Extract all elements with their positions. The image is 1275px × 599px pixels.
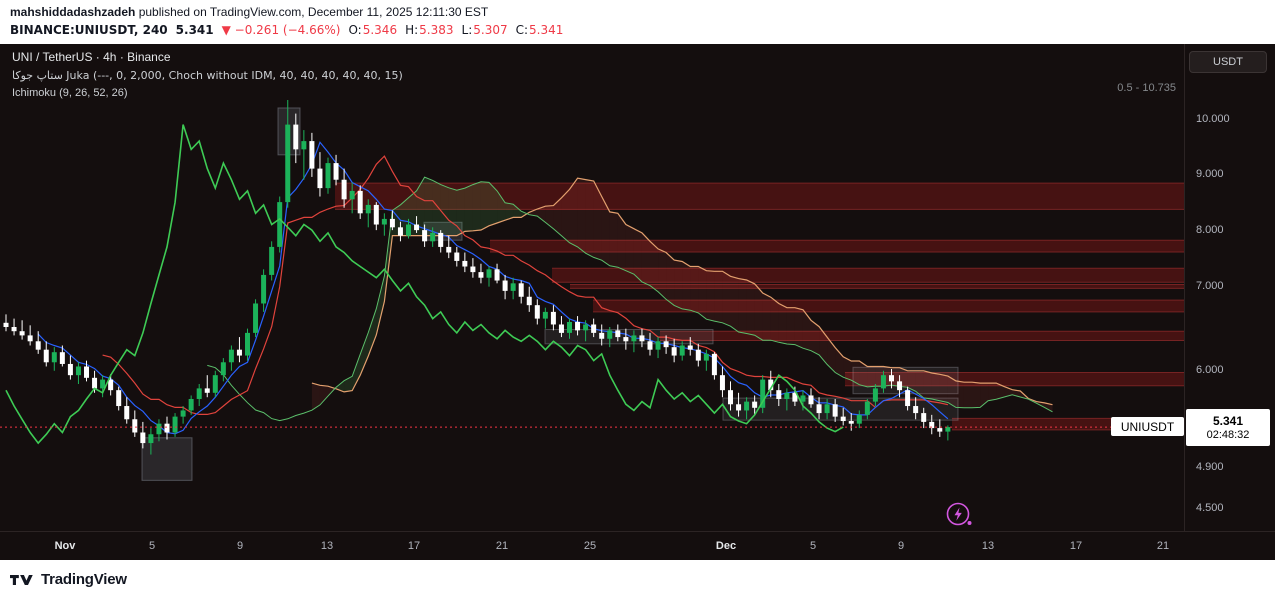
svg-text:13: 13 bbox=[982, 540, 994, 552]
high-label: H: bbox=[405, 23, 419, 37]
svg-text:10.000: 10.000 bbox=[1196, 113, 1230, 125]
symbol-status-line: BINANCE:UNIUSDT, 240 5.341 ▼ −0.261 (−4.… bbox=[10, 23, 1275, 37]
open-value: 5.346 bbox=[362, 23, 398, 37]
low-value-group: L: 5.307 bbox=[462, 23, 508, 37]
legend-symbol-title[interactable]: UNI / TetherUS · 4h · Binance bbox=[12, 50, 171, 64]
svg-text:9: 9 bbox=[237, 540, 243, 552]
last-price: 5.341 bbox=[175, 23, 214, 37]
bar-countdown: 02:48:32 bbox=[1206, 428, 1250, 441]
low-label: L: bbox=[461, 23, 473, 37]
flash-emoji-icon[interactable] bbox=[945, 501, 975, 529]
svg-text:8.000: 8.000 bbox=[1196, 224, 1224, 236]
current-price-value: 5.341 bbox=[1212, 413, 1244, 428]
tradingview-logo[interactable]: TradingView bbox=[10, 571, 127, 588]
svg-text:4.500: 4.500 bbox=[1196, 502, 1224, 514]
publish-date-text: published on TradingView.com, December 1… bbox=[135, 5, 489, 19]
publish-header: mahshiddadashzadeh published on TradingV… bbox=[0, 0, 1275, 44]
svg-text:5: 5 bbox=[810, 540, 816, 552]
svg-text:6.000: 6.000 bbox=[1196, 364, 1224, 376]
high-value-group: H: 5.383 bbox=[405, 23, 453, 37]
low-value: 5.307 bbox=[473, 23, 508, 37]
close-value-group: C: 5.341 bbox=[516, 23, 564, 37]
svg-text:9: 9 bbox=[898, 540, 904, 552]
svg-text:7.000: 7.000 bbox=[1196, 280, 1224, 292]
tradingview-mark-icon bbox=[10, 574, 33, 585]
svg-text:9.000: 9.000 bbox=[1196, 168, 1224, 180]
svg-text:5: 5 bbox=[149, 540, 155, 552]
high-value: 5.383 bbox=[419, 23, 454, 37]
currency-toggle-button[interactable]: USDT bbox=[1189, 51, 1267, 73]
symbol-label: BINANCE:UNIUSDT, 240 bbox=[10, 23, 168, 37]
svg-text:21: 21 bbox=[1157, 540, 1169, 552]
svg-text:4.900: 4.900 bbox=[1196, 461, 1224, 473]
svg-text:25: 25 bbox=[584, 540, 596, 552]
svg-text:Dec: Dec bbox=[716, 540, 736, 552]
indicator-range-values: 0.5 - 10.735 bbox=[1117, 82, 1176, 94]
publish-info-line: mahshiddadashzadeh published on TradingV… bbox=[10, 5, 1275, 19]
svg-text:17: 17 bbox=[408, 540, 420, 552]
tradingview-wordmark: TradingView bbox=[41, 571, 127, 588]
open-label: O: bbox=[348, 23, 362, 37]
current-price-axis-label: 5.341 02:48:32 bbox=[1186, 409, 1270, 446]
svg-text:17: 17 bbox=[1070, 540, 1082, 552]
svg-text:13: 13 bbox=[321, 540, 333, 552]
footer: TradingView bbox=[0, 560, 1275, 599]
legend-indicator-ichimoku[interactable]: Ichimoku (9, 26, 52, 26) bbox=[12, 87, 128, 99]
legend-indicator-juka[interactable]: ستاپ جوکا Juka (---, 0, 2,000, Choch wit… bbox=[12, 69, 403, 82]
close-label: C: bbox=[515, 23, 529, 37]
price-change: ▼ −0.261 (−4.66%) bbox=[221, 23, 341, 37]
publisher-name: mahshiddadashzadeh bbox=[10, 5, 136, 19]
price-line-symbol-tag: UNIUSDT bbox=[1111, 417, 1184, 436]
close-value: 5.341 bbox=[529, 23, 564, 37]
chart-legend: UNI / TetherUS · 4h · Binance ستاپ جوکا … bbox=[12, 50, 403, 99]
svg-text:Nov: Nov bbox=[55, 540, 77, 552]
open-value-group: O: 5.346 bbox=[348, 23, 397, 37]
svg-text:21: 21 bbox=[496, 540, 508, 552]
